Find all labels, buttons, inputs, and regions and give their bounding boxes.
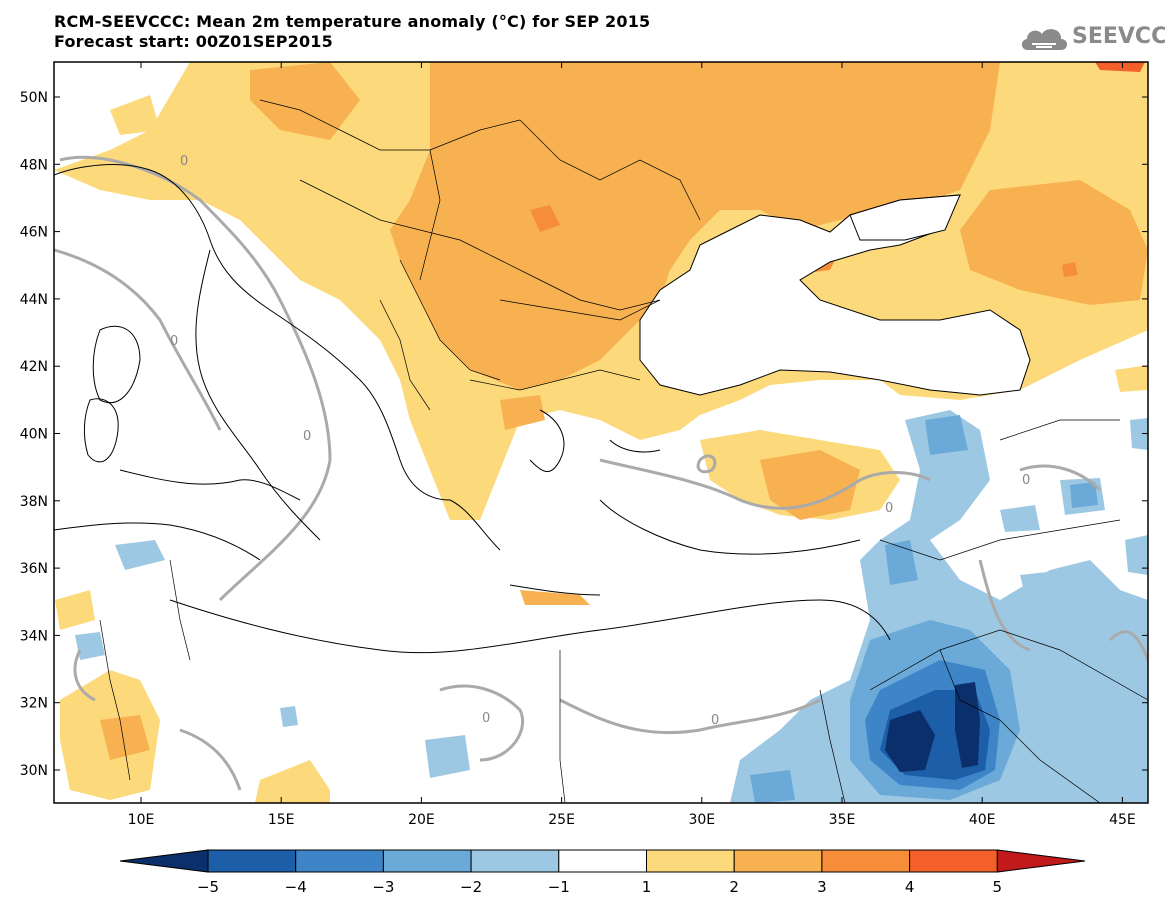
- colorbar-max-arrow: [996, 849, 1086, 873]
- colorbar-segment: [382, 849, 472, 873]
- lat-label: 46N: [20, 225, 48, 241]
- lat-label: 44N: [20, 292, 48, 308]
- country-borders: [99, 99, 1148, 803]
- lat-label: 38N: [20, 494, 48, 510]
- coastlines: [54, 164, 891, 654]
- colorbar-label: −1: [548, 878, 570, 896]
- cool-anomaly-5: [885, 682, 980, 772]
- colorbar: −5 −4 −3 −2 −1 1 2 3 4 5: [119, 849, 1086, 896]
- colorbar-label: 1: [642, 878, 652, 896]
- lat-label: 30N: [20, 763, 48, 779]
- colorbar-segment: [909, 849, 998, 873]
- lat-label: 36N: [20, 561, 48, 577]
- lon-label: 20E: [408, 812, 435, 828]
- lon-label: 45E: [1109, 812, 1136, 828]
- colorbar-min-arrow: [119, 849, 209, 873]
- cloud-logo-icon: [1021, 29, 1067, 50]
- map-frame: [53, 61, 1149, 804]
- contour-labels: 0 0 0 0 0 0 0: [170, 154, 1030, 728]
- longitude-axis: 10E 15E 20E 25E 30E 35E 40E 45E: [128, 62, 1136, 828]
- contour-label: 0: [180, 154, 188, 169]
- map-title: RCM-SEEVCCC: Mean 2m temperature anomaly…: [54, 12, 651, 31]
- lat-label: 48N: [20, 157, 48, 173]
- lat-label: 50N: [20, 90, 48, 106]
- colorbar-label: −4: [285, 878, 307, 896]
- contour-label: 0: [170, 334, 178, 349]
- contour-label: 0: [303, 429, 311, 444]
- colorbar-segment: [295, 849, 384, 873]
- map-header: RCM-SEEVCCC: Mean 2m temperature anomaly…: [54, 12, 650, 52]
- zero-contours: [54, 155, 1148, 791]
- colorbar-segment: [733, 849, 823, 873]
- map-subtitle: Forecast start: 00Z01SEP2015: [54, 32, 333, 51]
- colorbar-segment: [646, 849, 735, 873]
- lon-label: 35E: [829, 812, 856, 828]
- colorbar-label: −2: [460, 878, 482, 896]
- lon-label: 25E: [548, 812, 575, 828]
- colorbar-label: −5: [197, 878, 219, 896]
- black-sea: [639, 194, 1031, 396]
- lon-label: 40E: [969, 812, 996, 828]
- seevccc-logo: SEEVCCC: [1018, 22, 1165, 56]
- lat-label: 32N: [20, 696, 48, 712]
- logo-text: SEEVCCC: [1072, 24, 1165, 49]
- lon-label: 10E: [128, 812, 155, 828]
- colorbar-label: 5: [993, 878, 1003, 896]
- colorbar-segment: [470, 849, 560, 873]
- colorbar-label: 3: [817, 878, 827, 896]
- contour-label: 0: [711, 713, 719, 728]
- warm-anomaly-2: [100, 62, 1148, 760]
- colorbar-segment: [207, 849, 297, 873]
- lon-label: 15E: [268, 812, 295, 828]
- lon-label: 30E: [688, 812, 715, 828]
- colorbar-label: 4: [905, 878, 915, 896]
- contour-label: 0: [885, 501, 893, 516]
- lat-label: 34N: [20, 628, 48, 644]
- lat-label: 42N: [20, 359, 48, 375]
- colorbar-segment: [558, 849, 647, 873]
- colorbar-label: 2: [729, 878, 739, 896]
- colorbar-segment: [821, 849, 911, 873]
- contour-label: 0: [1022, 473, 1030, 488]
- lat-label: 40N: [20, 427, 48, 443]
- colorbar-label: −3: [372, 878, 394, 896]
- latitude-axis: 50N 48N 46N 44N 42N 40N 38N 36N 34N 32N 30N: [20, 90, 1148, 779]
- contour-label: 0: [482, 711, 490, 726]
